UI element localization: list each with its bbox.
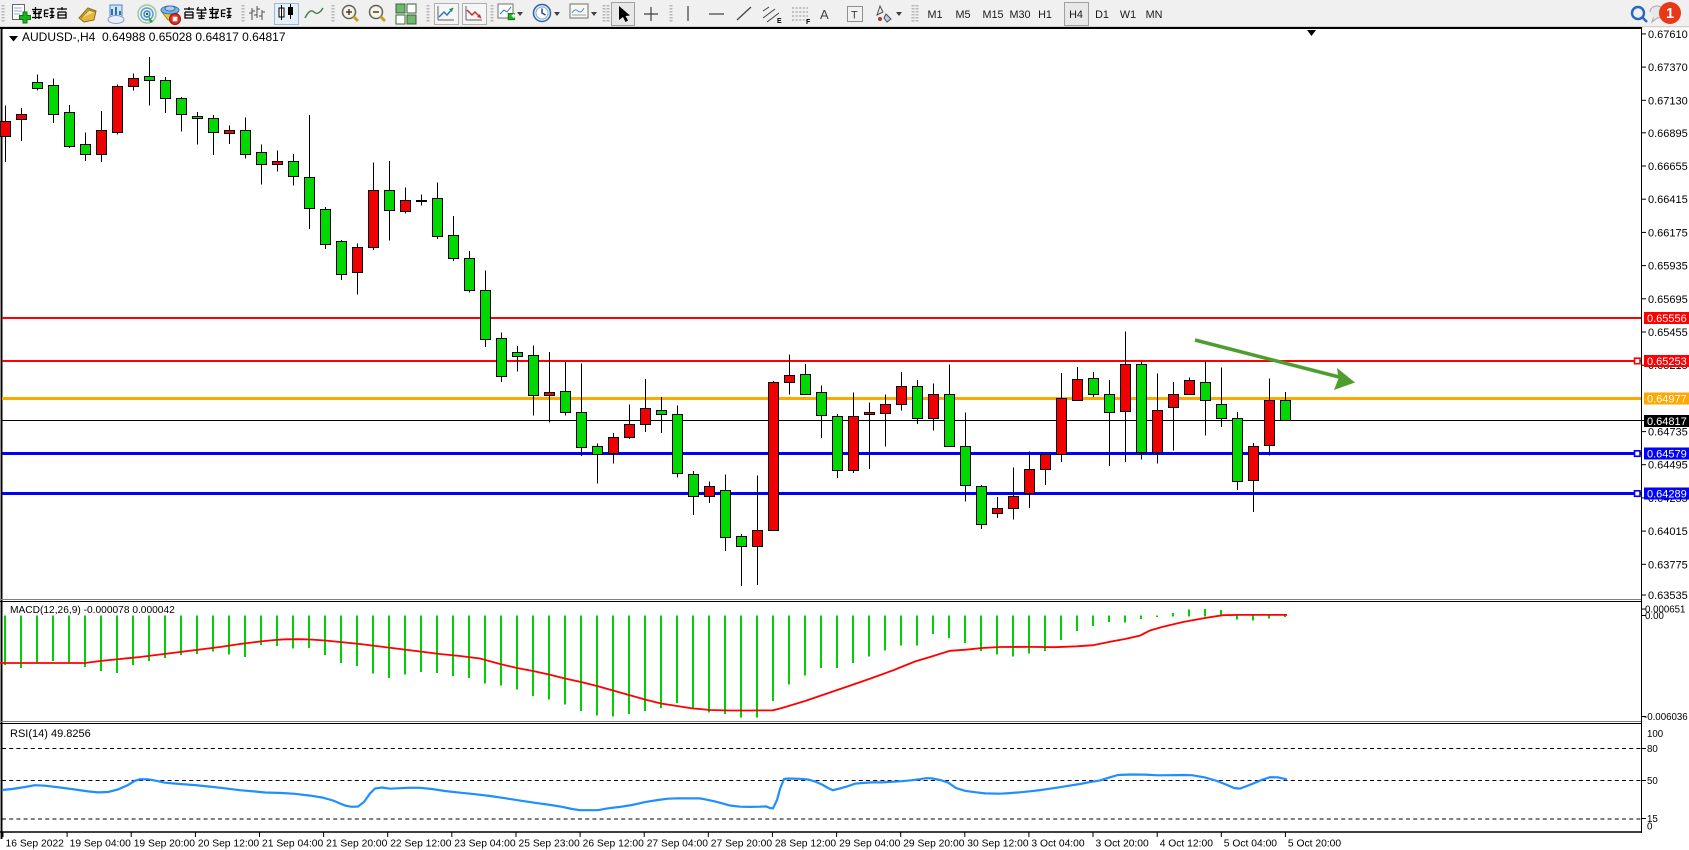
svg-text:0.65935: 0.65935 bbox=[1648, 261, 1688, 273]
svg-text:20 Sep 12:00: 20 Sep 12:00 bbox=[198, 839, 260, 850]
svg-text:0.65695: 0.65695 bbox=[1648, 294, 1688, 306]
svg-text:0.64289: 0.64289 bbox=[1647, 489, 1687, 501]
svg-text:5 Oct 20:00: 5 Oct 20:00 bbox=[1288, 839, 1342, 850]
svg-text:19 Sep 20:00: 19 Sep 20:00 bbox=[134, 839, 196, 850]
svg-text:50: 50 bbox=[1647, 776, 1658, 787]
svg-text:MN: MN bbox=[1146, 9, 1163, 21]
svg-text:1: 1 bbox=[1666, 6, 1674, 22]
svg-text:0.64817: 0.64817 bbox=[1647, 416, 1687, 428]
svg-text:29 Sep 20:00: 29 Sep 20:00 bbox=[903, 839, 965, 850]
svg-text:-0.006036: -0.006036 bbox=[1644, 712, 1688, 723]
svg-text:MACD(12,26,9) -0.000078 0.0000: MACD(12,26,9) -0.000078 0.000042 bbox=[10, 605, 175, 616]
svg-text:0.64579: 0.64579 bbox=[1647, 449, 1687, 461]
svg-text:26 Sep 12:00: 26 Sep 12:00 bbox=[583, 839, 645, 850]
svg-text:F: F bbox=[806, 19, 811, 26]
svg-text:M1: M1 bbox=[928, 9, 943, 21]
svg-text:100: 100 bbox=[1647, 729, 1664, 740]
svg-text:M5: M5 bbox=[956, 9, 971, 21]
svg-text:0: 0 bbox=[1647, 822, 1653, 833]
svg-text:15: 15 bbox=[1647, 814, 1658, 825]
svg-text:5 Oct 04:00: 5 Oct 04:00 bbox=[1224, 839, 1278, 850]
svg-text:0.000651: 0.000651 bbox=[1645, 605, 1685, 616]
svg-text:0.67130: 0.67130 bbox=[1648, 95, 1688, 107]
svg-text:3 Oct 04:00: 3 Oct 04:00 bbox=[1031, 839, 1085, 850]
svg-text:0.64735: 0.64735 bbox=[1648, 427, 1688, 439]
svg-text:0.66655: 0.66655 bbox=[1648, 161, 1688, 173]
svg-text:30 Sep 12:00: 30 Sep 12:00 bbox=[967, 839, 1029, 850]
svg-text:0.63775: 0.63775 bbox=[1648, 559, 1688, 571]
svg-text:0.00: 0.00 bbox=[1645, 611, 1664, 622]
svg-text:T: T bbox=[851, 10, 858, 22]
svg-text:22 Sep 12:00: 22 Sep 12:00 bbox=[390, 839, 452, 850]
svg-text:0.67370: 0.67370 bbox=[1648, 62, 1688, 74]
svg-text:D1: D1 bbox=[1095, 9, 1109, 21]
svg-text:3 Oct 20:00: 3 Oct 20:00 bbox=[1096, 839, 1150, 850]
svg-text:H1: H1 bbox=[1038, 9, 1052, 21]
svg-text:0.65253: 0.65253 bbox=[1647, 356, 1687, 368]
svg-text:0.63535: 0.63535 bbox=[1648, 590, 1688, 602]
svg-text:0.66415: 0.66415 bbox=[1648, 194, 1688, 206]
svg-text:0.66175: 0.66175 bbox=[1648, 227, 1688, 239]
svg-text:23 Sep 04:00: 23 Sep 04:00 bbox=[454, 839, 516, 850]
svg-text:0.65556: 0.65556 bbox=[1647, 313, 1687, 325]
svg-text:0.67610: 0.67610 bbox=[1648, 29, 1688, 41]
svg-text:M15: M15 bbox=[982, 9, 1003, 21]
svg-text:16 Sep 2022: 16 Sep 2022 bbox=[6, 839, 65, 850]
svg-text:27 Sep 20:00: 27 Sep 20:00 bbox=[711, 839, 773, 850]
svg-text:0.65455: 0.65455 bbox=[1648, 327, 1688, 339]
svg-text:28 Sep 12:00: 28 Sep 12:00 bbox=[775, 839, 837, 850]
svg-text:E: E bbox=[777, 18, 782, 25]
svg-text:29 Sep 04:00: 29 Sep 04:00 bbox=[839, 839, 901, 850]
svg-text:RSI(14) 49.8256: RSI(14) 49.8256 bbox=[10, 728, 91, 740]
svg-text:0.66895: 0.66895 bbox=[1648, 128, 1688, 140]
svg-text:80: 80 bbox=[1647, 744, 1658, 755]
svg-text:AUDUSD-,H4 0.64988 0.65028 0.: AUDUSD-,H4 0.64988 0.65028 0.64817 0.648… bbox=[22, 30, 286, 44]
svg-text:25 Sep 23:00: 25 Sep 23:00 bbox=[519, 839, 581, 850]
svg-text:A: A bbox=[820, 7, 829, 22]
svg-text:21 Sep 04:00: 21 Sep 04:00 bbox=[262, 839, 324, 850]
svg-text:M30: M30 bbox=[1009, 9, 1030, 21]
svg-text:19 Sep 04:00: 19 Sep 04:00 bbox=[70, 839, 132, 850]
svg-text:21 Sep 20:00: 21 Sep 20:00 bbox=[326, 839, 388, 850]
svg-text:0.64015: 0.64015 bbox=[1648, 526, 1688, 538]
svg-text:4 Oct 12:00: 4 Oct 12:00 bbox=[1160, 839, 1214, 850]
svg-text:W1: W1 bbox=[1120, 9, 1136, 21]
svg-text:H4: H4 bbox=[1069, 9, 1083, 21]
svg-text:27 Sep 04:00: 27 Sep 04:00 bbox=[647, 839, 709, 850]
svg-text:0.64495: 0.64495 bbox=[1648, 460, 1688, 472]
svg-text:0.64977: 0.64977 bbox=[1647, 394, 1687, 406]
